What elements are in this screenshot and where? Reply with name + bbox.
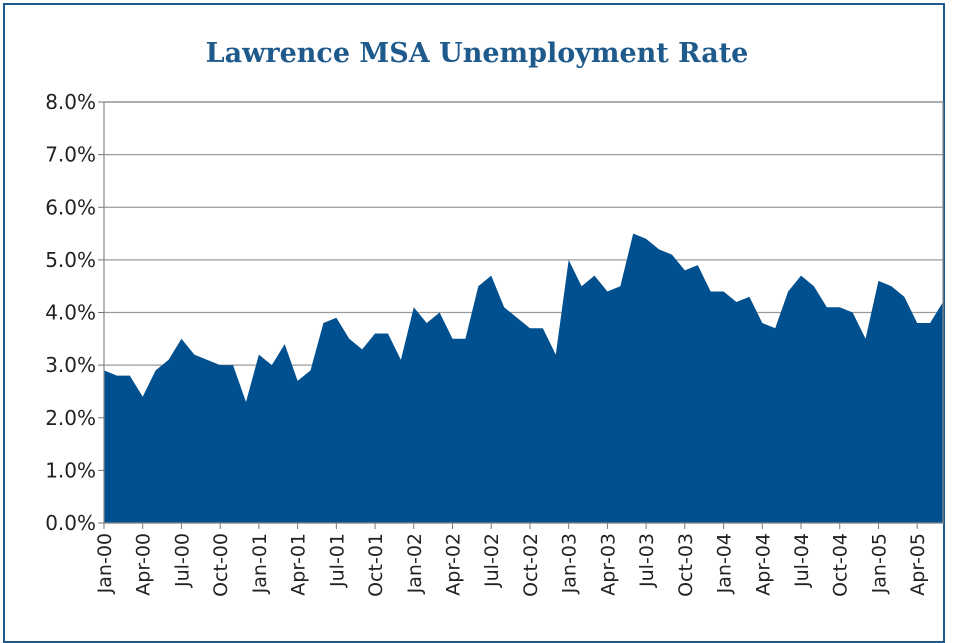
x-tick-label: Jul-01 [326, 533, 348, 588]
x-tick-label: Jul-03 [636, 533, 658, 588]
x-tick-label: Apr-04 [752, 533, 774, 596]
x-tick-label: Jul-00 [171, 533, 193, 588]
x-tick-label: Oct-02 [520, 533, 542, 597]
chart-svg: 0.0% 1.0% 2.0% 3.0% 4.0% 5.0% 6.0% 7.0% 8.0% Jan… [45, 90, 944, 597]
x-tick-label: Jan-00 [94, 533, 116, 594]
x-tick-label: Jan-03 [559, 533, 581, 594]
y-tick-label: 7.0% [45, 143, 96, 167]
y-tick-label: 5.0% [45, 248, 96, 272]
y-axis-ticks: 0.0% 1.0% 2.0% 3.0% 4.0% 5.0% 6.0% 7.0% 8.0% [45, 90, 104, 535]
y-tick-label: 4.0% [45, 301, 96, 325]
x-tick-label: Apr-02 [443, 533, 465, 596]
x-tick-label: Oct-03 [675, 533, 697, 597]
x-tick-label: Jul-02 [481, 533, 503, 588]
unemployment-area [104, 233, 943, 523]
chart-title: Lawrence MSA Unemployment Rate [205, 38, 749, 69]
x-tick-label: Oct-00 [210, 533, 232, 597]
x-tick-label: Jan-02 [404, 533, 426, 594]
x-tick-label: Apr-00 [133, 533, 155, 596]
x-axis-ticks: Jan-00 Apr-00 Jul-00 Oct-00 Jan-01 Apr-01 Jul-… [94, 523, 929, 597]
y-tick-label: 3.0% [45, 353, 96, 377]
x-tick-label: Apr-01 [288, 533, 310, 596]
x-tick-label: Apr-03 [597, 533, 619, 596]
y-tick-label: 2.0% [45, 406, 96, 430]
x-tick-label: Jan-05 [868, 533, 890, 594]
y-tick-label: 8.0% [45, 90, 96, 114]
x-tick-label: Oct-01 [365, 533, 387, 597]
y-tick-label: 1.0% [45, 458, 96, 482]
x-tick-label: Oct-04 [830, 533, 852, 597]
x-tick-label: Apr-05 [907, 533, 929, 596]
x-tick-label: Jan-04 [714, 533, 736, 594]
x-tick-label: Jan-01 [249, 533, 271, 594]
x-tick-label: Jul-04 [791, 533, 813, 588]
y-tick-label: 6.0% [45, 195, 96, 219]
y-tick-label: 0.0% [45, 511, 96, 535]
